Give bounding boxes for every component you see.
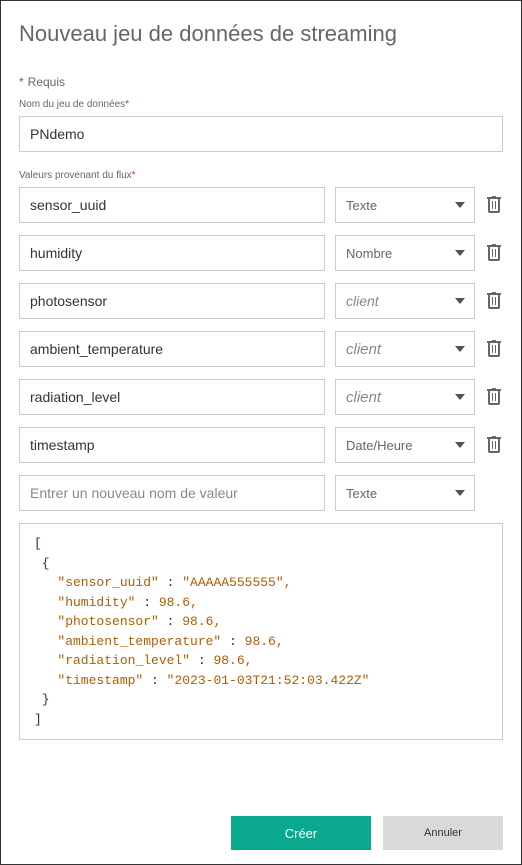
trash-icon[interactable] bbox=[485, 291, 503, 311]
new-field-name-input[interactable] bbox=[19, 475, 325, 511]
page-title: Nouveau jeu de données de streaming bbox=[19, 21, 503, 47]
field-row: client bbox=[19, 379, 503, 415]
field-name-input[interactable] bbox=[19, 331, 325, 367]
field-name-input[interactable] bbox=[19, 379, 325, 415]
field-type-select[interactable]: Texte bbox=[335, 187, 475, 223]
field-row: Texte bbox=[19, 187, 503, 223]
trash-icon[interactable] bbox=[485, 195, 503, 215]
field-name-input[interactable] bbox=[19, 283, 325, 319]
required-note: *Requis bbox=[19, 75, 503, 89]
field-row: Nombre bbox=[19, 235, 503, 271]
trash-icon[interactable] bbox=[485, 339, 503, 359]
dataset-name-input[interactable] bbox=[19, 116, 503, 152]
field-type-select[interactable]: client bbox=[335, 331, 475, 367]
field-type-select[interactable]: client bbox=[335, 283, 475, 319]
new-field-type-select[interactable]: Texte bbox=[335, 475, 475, 511]
create-button[interactable]: Créer bbox=[231, 816, 371, 850]
field-type-select[interactable]: Date/Heure bbox=[335, 427, 475, 463]
asterisk-icon: * bbox=[132, 170, 136, 181]
footer: Créer Annuler bbox=[1, 802, 521, 864]
field-row: Date/Heure bbox=[19, 427, 503, 463]
field-type-select[interactable]: client bbox=[335, 379, 475, 415]
stream-values-label: Valeurs provenant du flux* bbox=[19, 170, 503, 181]
asterisk-icon: * bbox=[125, 99, 129, 110]
field-row: client bbox=[19, 331, 503, 367]
field-name-input[interactable] bbox=[19, 187, 325, 223]
field-name-input[interactable] bbox=[19, 427, 325, 463]
dataset-name-label: Nom du jeu de données* bbox=[19, 99, 503, 110]
asterisk-icon: * bbox=[19, 75, 24, 89]
trash-icon[interactable] bbox=[485, 243, 503, 263]
new-field-row: Texte bbox=[19, 475, 503, 511]
trash-icon[interactable] bbox=[485, 435, 503, 455]
field-name-input[interactable] bbox=[19, 235, 325, 271]
field-row: client bbox=[19, 283, 503, 319]
cancel-button[interactable]: Annuler bbox=[383, 816, 503, 850]
trash-icon[interactable] bbox=[485, 387, 503, 407]
field-type-select[interactable]: Nombre bbox=[335, 235, 475, 271]
json-preview: [ { "sensor_uuid" : "AAAAA555555", "humi… bbox=[19, 523, 503, 740]
